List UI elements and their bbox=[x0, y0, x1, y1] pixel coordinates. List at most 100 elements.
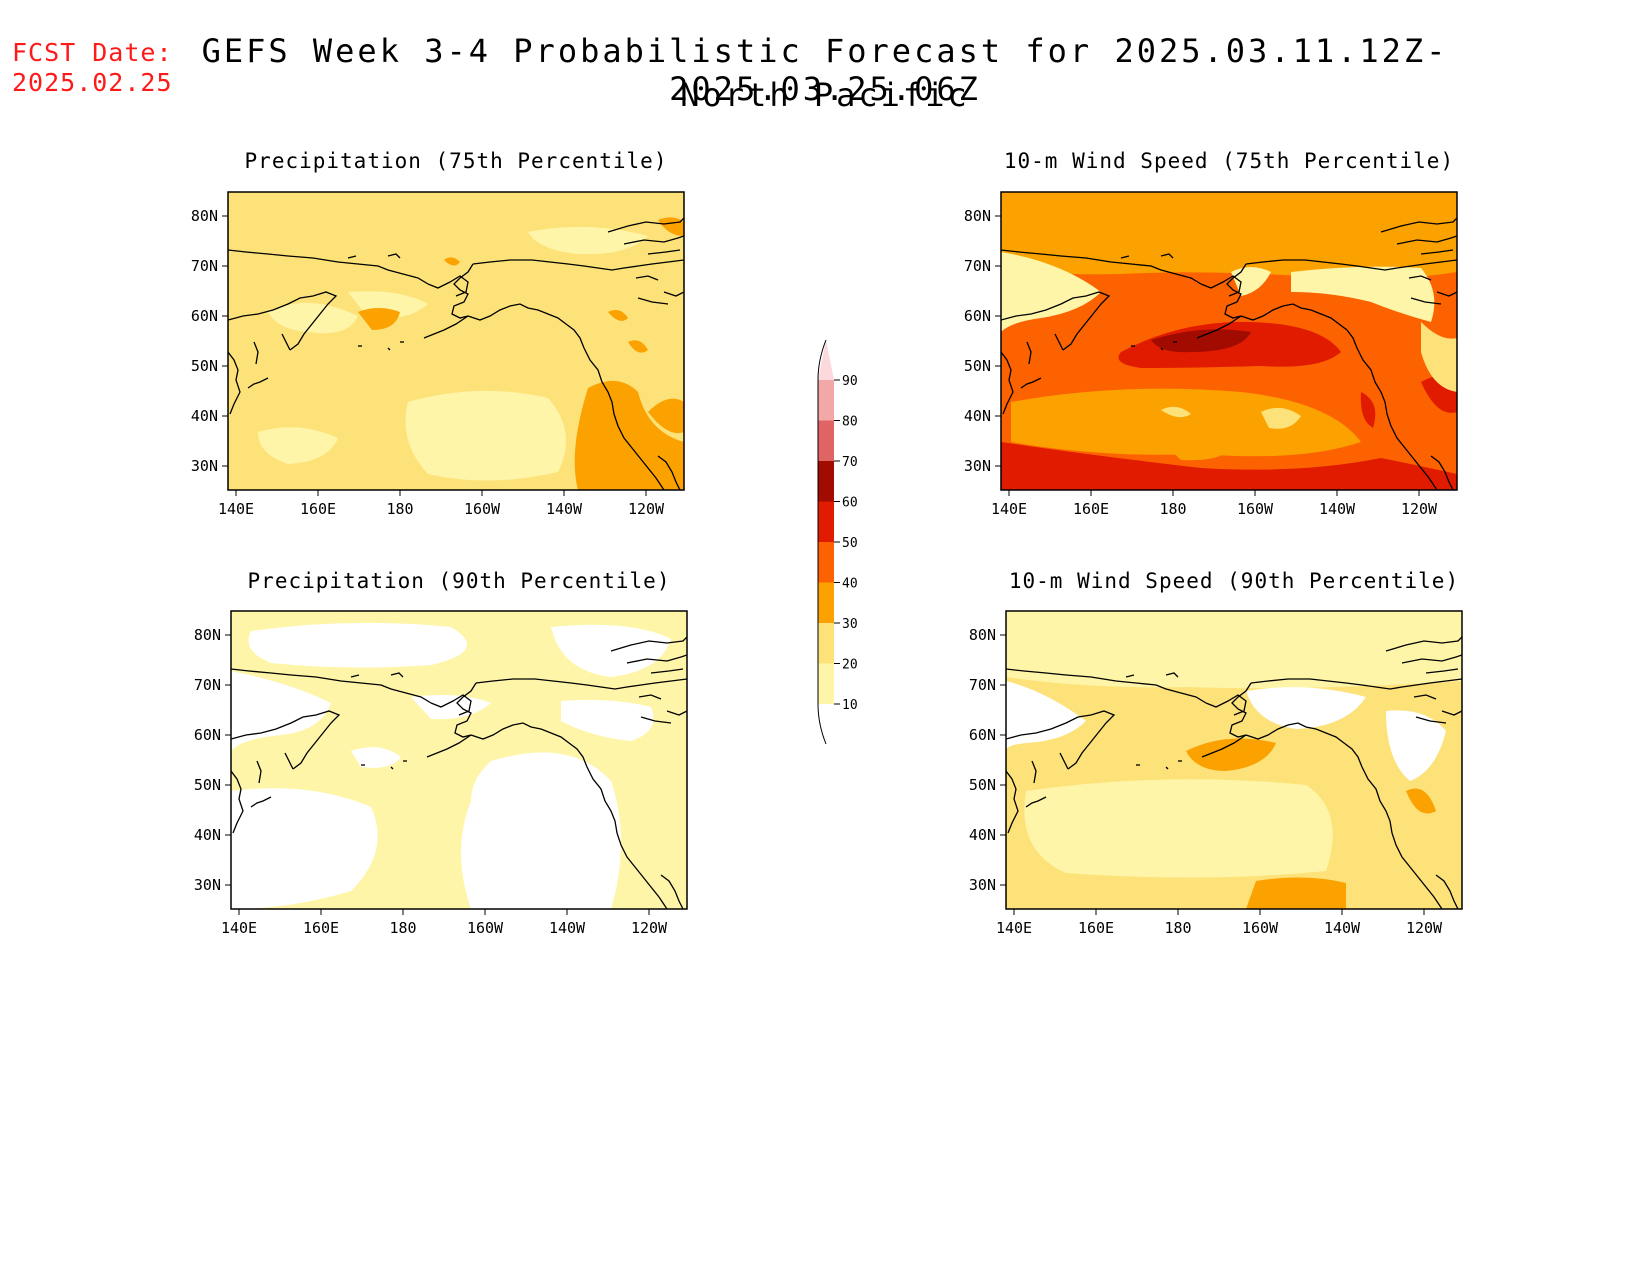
lat-tick-label: 30N bbox=[969, 876, 996, 894]
lon-tick-label: 120W bbox=[628, 500, 665, 518]
lon-tick-label: 140W bbox=[549, 919, 586, 937]
colorbar-segment bbox=[818, 663, 834, 704]
colorbar-segment bbox=[818, 461, 834, 502]
lon-tick-label: 160E bbox=[1073, 500, 1109, 518]
lat-tick-label: 70N bbox=[191, 257, 218, 275]
lon-tick-label: 160W bbox=[467, 919, 504, 937]
contour-fills bbox=[1001, 192, 1457, 490]
forecast-date-value: 2025.02.25 bbox=[12, 68, 173, 97]
colorbar-segment bbox=[818, 420, 834, 461]
colorbar-top-triangle bbox=[818, 340, 834, 380]
map-frame bbox=[227, 191, 685, 491]
colorbar-label: 40 bbox=[842, 577, 858, 592]
contour-region bbox=[231, 671, 331, 751]
colorbar-label: 60 bbox=[842, 496, 858, 511]
lat-tick-label: 40N bbox=[969, 826, 996, 844]
lat-tick-label: 60N bbox=[191, 307, 218, 325]
contour-region bbox=[1001, 192, 1457, 280]
contour-region bbox=[1246, 687, 1366, 729]
lat-tick-label: 60N bbox=[194, 726, 221, 744]
contour-region bbox=[608, 310, 628, 321]
lat-tick-label: 60N bbox=[964, 307, 991, 325]
lat-tick-label: 80N bbox=[194, 626, 221, 644]
colorbar-bottom-triangle bbox=[818, 704, 834, 744]
contour-fills bbox=[231, 611, 687, 909]
contour-region bbox=[561, 699, 654, 741]
lon-tick-label: 120W bbox=[631, 919, 668, 937]
contour-region bbox=[1421, 322, 1457, 392]
contour-region bbox=[1001, 252, 1101, 332]
contour-region bbox=[351, 747, 401, 768]
page-subtitle: North Pacific bbox=[680, 76, 970, 114]
lat-tick-label: 30N bbox=[194, 876, 221, 894]
contour-region bbox=[1246, 877, 1346, 909]
lat-tick-label: 80N bbox=[969, 626, 996, 644]
page-title: GEFS Week 3-4 Probabilistic Forecast for… bbox=[201, 32, 1449, 108]
contour-region bbox=[1291, 266, 1435, 322]
lon-tick-label: 160W bbox=[1242, 919, 1279, 937]
lon-tick-label: 180 bbox=[1159, 500, 1186, 518]
panel-title: 10-m Wind Speed (75th Percentile) bbox=[1004, 149, 1454, 173]
lon-tick-label: 180 bbox=[1164, 919, 1191, 937]
lat-tick-label: 40N bbox=[964, 407, 991, 425]
lon-tick-label: 160E bbox=[1078, 919, 1114, 937]
lon-tick-label: 140W bbox=[546, 500, 583, 518]
colorbar: 90 80 70 60 50 40 30 20 10 bbox=[817, 339, 858, 745]
lat-tick-label: 80N bbox=[964, 207, 991, 225]
contour-region bbox=[1161, 406, 1191, 418]
map-panel-1: Precipitation (75th Percentile) 80N 70N 60N… bbox=[191, 149, 685, 518]
contour-fills bbox=[1006, 611, 1462, 909]
colorbar-label: 30 bbox=[842, 617, 858, 632]
map-panel-4: 10-m Wind Speed (90th Percentile) 80N 70N 6… bbox=[969, 569, 1463, 937]
lat-tick-label: 70N bbox=[969, 676, 996, 694]
contour-region bbox=[1006, 681, 1086, 751]
contour-region bbox=[1011, 388, 1361, 457]
panel-title: 10-m Wind Speed (90th Percentile) bbox=[1009, 569, 1459, 593]
lon-tick-label: 140W bbox=[1319, 500, 1356, 518]
contour-region bbox=[1261, 407, 1301, 429]
map-panel-3: Precipitation (90th Percentile) 80N 70N 60N… bbox=[194, 569, 688, 937]
contour-region bbox=[1406, 788, 1436, 814]
contour-region bbox=[358, 308, 400, 330]
lon-tick-label: 140W bbox=[1324, 919, 1361, 937]
colorbar-label: 50 bbox=[842, 536, 858, 551]
panel-title: Precipitation (90th Percentile) bbox=[248, 569, 671, 593]
contour-region bbox=[1161, 440, 1231, 461]
lon-tick-label: 180 bbox=[386, 500, 413, 518]
contour-region bbox=[1024, 779, 1333, 878]
contour-region bbox=[1386, 710, 1446, 781]
lat-tick-label: 50N bbox=[969, 776, 996, 794]
colorbar-outline bbox=[817, 339, 827, 745]
contour-region bbox=[1151, 329, 1251, 353]
contour-region bbox=[1001, 442, 1457, 490]
colorbar-label: 90 bbox=[842, 374, 858, 389]
colorbar-label: 80 bbox=[842, 415, 858, 430]
lat-tick-label: 50N bbox=[194, 776, 221, 794]
colorbar-segment bbox=[818, 380, 834, 421]
lat-tick-label: 40N bbox=[191, 407, 218, 425]
contour-region bbox=[405, 390, 566, 481]
lat-tick-label: 40N bbox=[194, 826, 221, 844]
contour-region bbox=[248, 622, 467, 668]
lat-tick-label: 70N bbox=[194, 676, 221, 694]
lon-tick-label: 160E bbox=[300, 500, 336, 518]
forecast-date-block: FCST Date: 2025.02.25 bbox=[12, 38, 173, 98]
lon-tick-label: 160E bbox=[303, 919, 339, 937]
map-frame bbox=[1005, 610, 1463, 910]
colorbar-label: 10 bbox=[842, 698, 858, 713]
colorbar-segment bbox=[818, 582, 834, 623]
contour-region bbox=[648, 398, 684, 434]
lat-tick-label: 50N bbox=[964, 357, 991, 375]
lat-tick-label: 70N bbox=[964, 257, 991, 275]
lon-tick-label: 180 bbox=[389, 919, 416, 937]
lat-tick-label: 80N bbox=[191, 207, 218, 225]
map-frame bbox=[1000, 191, 1458, 491]
contour-region bbox=[461, 752, 621, 909]
lat-tick-label: 30N bbox=[964, 457, 991, 475]
contour-fills bbox=[228, 192, 684, 490]
contour-region bbox=[1006, 611, 1462, 689]
lon-tick-label: 120W bbox=[1401, 500, 1438, 518]
contour-region bbox=[444, 257, 460, 266]
lon-tick-label: 120W bbox=[1406, 919, 1443, 937]
lat-tick-label: 30N bbox=[191, 457, 218, 475]
